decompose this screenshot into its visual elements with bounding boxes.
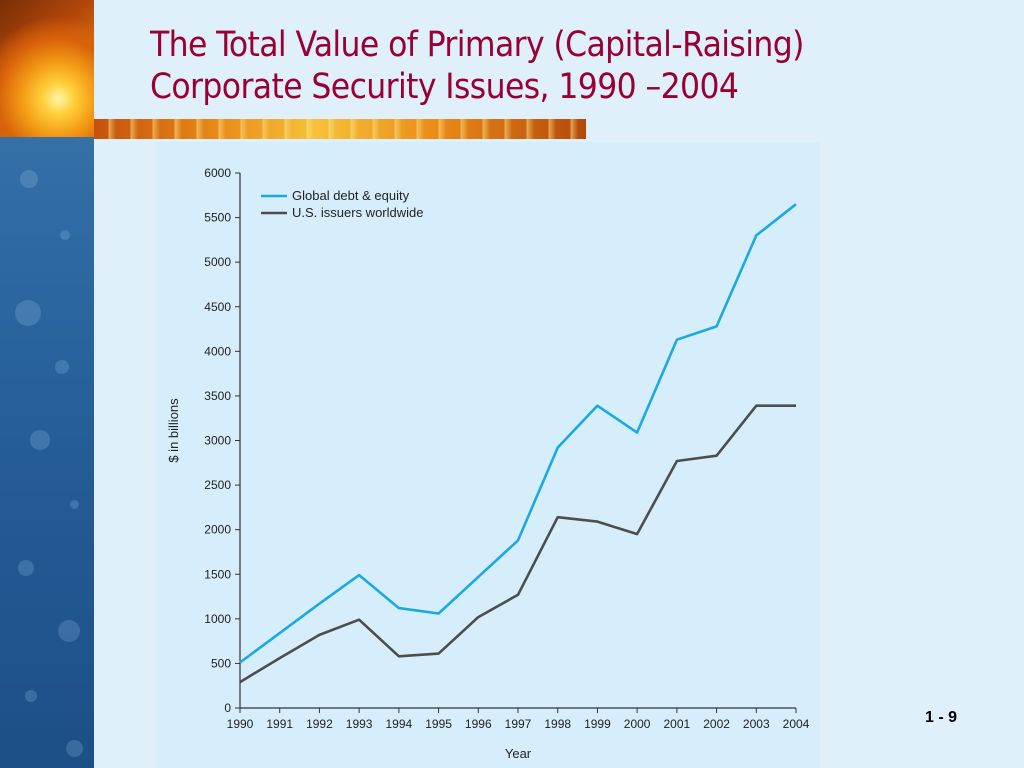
y-axis-title: $ in billions — [166, 398, 181, 463]
page-number: 1 - 9 — [925, 709, 958, 726]
decorative-dot — [70, 500, 79, 509]
chart-legend: Global debt & equity U.S. issuers worldwi… — [261, 188, 424, 220]
x-axis-ticks: 1990 1991 1992 1993 1994 1995 1996 1997 1998 1999… — [227, 708, 810, 731]
x-tick-label: 1994 — [386, 717, 413, 731]
x-tick-label: 1998 — [544, 717, 571, 731]
x-tick-label: 2001 — [664, 717, 691, 731]
x-axis-title: Year — [505, 746, 532, 761]
y-tick-label: 6000 — [204, 166, 231, 180]
chart-area: 0 500 1000 1500 2000 2500 3000 3500 4000 4500 5000… — [155, 142, 820, 768]
chart-axes — [239, 173, 796, 709]
y-tick-label: 3500 — [204, 389, 231, 403]
y-tick-label: 500 — [211, 656, 231, 670]
y-tick-label: 2000 — [204, 523, 231, 537]
decorative-dot — [15, 300, 41, 326]
title-underline-stripe — [94, 119, 586, 139]
legend-label: U.S. issuers worldwide — [292, 205, 424, 220]
decorative-dot — [18, 560, 34, 576]
x-tick-label: 1996 — [465, 717, 492, 731]
slide-title: The Total Value of Primary (Capital-Rais… — [150, 24, 970, 108]
series-line-global-debt-equity — [239, 203, 797, 664]
series-lines — [239, 203, 797, 684]
slide-title-line-1: The Total Value of Primary (Capital-Rais… — [150, 25, 804, 65]
x-tick-label: 1999 — [584, 717, 611, 731]
y-tick-label: 5000 — [204, 255, 231, 269]
x-tick-label: 2002 — [703, 717, 730, 731]
x-tick-label: 1995 — [425, 717, 452, 731]
y-axis-ticks: 0 500 1000 1500 2000 2500 3000 3500 4000 4500 5000… — [204, 166, 240, 715]
legend-label: Global debt & equity — [292, 188, 410, 203]
y-tick-label: 3000 — [204, 434, 231, 448]
x-tick-label: 2003 — [743, 717, 770, 731]
slide-title-line-2: Corporate Security Issues, 1990 –2004 — [150, 67, 739, 107]
decorative-dot — [55, 360, 69, 374]
y-tick-label: 4000 — [204, 344, 231, 358]
y-tick-label: 4500 — [204, 300, 231, 314]
x-tick-label: 1993 — [346, 717, 373, 731]
x-tick-label: 1997 — [505, 717, 532, 731]
x-tick-label: 1992 — [306, 717, 333, 731]
line-chart: 0 500 1000 1500 2000 2500 3000 3500 4000 4500 5000… — [166, 166, 810, 761]
y-tick-label: 2500 — [204, 478, 231, 492]
decorative-dot — [58, 620, 80, 642]
x-tick-label: 1991 — [266, 717, 293, 731]
y-tick-label: 5500 — [204, 211, 231, 225]
decorative-dot — [66, 740, 83, 757]
x-tick-label: 1990 — [227, 717, 254, 731]
decorative-dot — [30, 430, 50, 450]
y-tick-label: 1000 — [204, 612, 231, 626]
corner-sunburst-image — [0, 0, 94, 137]
x-tick-label: 2000 — [624, 717, 651, 731]
y-tick-label: 0 — [224, 701, 231, 715]
series-line-us-issuers — [239, 404, 796, 684]
x-tick-label: 2004 — [783, 717, 810, 731]
decorative-dot — [60, 230, 70, 240]
decorative-dot — [25, 690, 37, 702]
y-tick-label: 1500 — [204, 567, 231, 581]
decorative-dot — [20, 170, 38, 188]
